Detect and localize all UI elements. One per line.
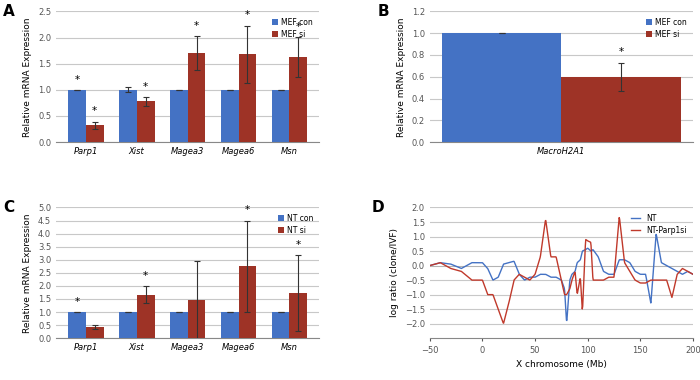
NT (545, 274, 553, 279)
Bar (239, 54, 256, 142)
Y-axis label: log ratio (clone/IVF): log ratio (clone/IVF) (390, 228, 399, 317)
Legend: MEF con, MEF si: MEF con, MEF si (270, 15, 316, 41)
NT (624, 260, 633, 264)
Bar (119, 312, 136, 338)
Bar (136, 101, 155, 142)
NT (689, 272, 697, 277)
Bar (188, 53, 205, 142)
Bar (68, 312, 86, 338)
Text: B: B (377, 3, 388, 19)
Text: *: * (245, 205, 250, 215)
Text: *: * (74, 297, 79, 307)
NT-Parp1si (624, 268, 633, 272)
NT-Parp1si (473, 278, 481, 282)
NT (494, 276, 502, 280)
Bar (136, 294, 155, 338)
Bar (86, 125, 104, 142)
Bar (289, 57, 307, 142)
Bar (272, 90, 289, 142)
Text: *: * (296, 240, 301, 250)
Bar (239, 266, 256, 338)
NT (652, 232, 660, 237)
Text: *: * (92, 106, 97, 117)
NT (563, 318, 571, 323)
Legend: MEF con, MEF si: MEF con, MEF si (644, 15, 690, 41)
Bar (220, 312, 239, 338)
NT-Parp1si (426, 263, 434, 268)
Legend: NT, NT-Parp1si: NT, NT-Parp1si (629, 211, 690, 237)
Bar (68, 90, 86, 142)
Bar (170, 312, 188, 338)
NT (581, 247, 589, 252)
Bar (119, 90, 136, 142)
Bar (442, 33, 561, 142)
NT (426, 263, 434, 268)
NT-Parp1si (615, 215, 624, 220)
NT-Parp1si (602, 276, 610, 281)
Line: NT-Parp1si: NT-Parp1si (430, 218, 693, 323)
Text: C: C (4, 200, 15, 215)
NT-Parp1si (689, 272, 697, 277)
Text: *: * (619, 48, 624, 57)
NT-Parp1si (545, 244, 554, 248)
Text: *: * (245, 10, 250, 20)
Bar (272, 312, 289, 338)
Bar (289, 293, 307, 338)
Text: D: D (372, 200, 384, 215)
Text: *: * (296, 22, 301, 32)
Bar (561, 77, 681, 142)
NT-Parp1si (494, 305, 502, 309)
Text: *: * (194, 21, 199, 31)
Text: *: * (143, 82, 148, 92)
Y-axis label: Relative mRNA Expression: Relative mRNA Expression (24, 17, 32, 136)
Y-axis label: Relative mRNA Expression: Relative mRNA Expression (397, 17, 406, 136)
NT (473, 260, 481, 265)
Bar (188, 300, 205, 338)
Legend: NT con, NT si: NT con, NT si (275, 211, 316, 237)
Y-axis label: Relative mRNA Expression: Relative mRNA Expression (23, 213, 32, 332)
Bar (170, 90, 188, 142)
NT (602, 271, 610, 275)
Text: A: A (4, 3, 15, 19)
X-axis label: X chromosome (Mb): X chromosome (Mb) (516, 360, 607, 369)
NT-Parp1si (581, 243, 589, 248)
Text: *: * (143, 271, 148, 281)
NT-Parp1si (499, 321, 508, 326)
Line: NT: NT (430, 234, 693, 320)
Bar (220, 90, 239, 142)
Text: *: * (74, 74, 79, 85)
Bar (86, 327, 104, 338)
